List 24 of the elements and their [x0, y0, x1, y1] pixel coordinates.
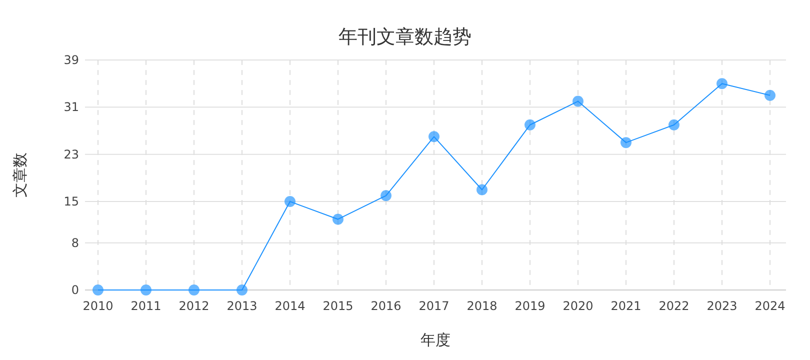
xtick: 2014 — [274, 299, 306, 313]
ytick: 39 — [64, 53, 79, 67]
xtick: 2016 — [370, 299, 402, 313]
xtick: 2024 — [754, 299, 786, 313]
ytick: 0 — [71, 283, 79, 297]
chart-title: 年刊文章数趋势 — [338, 26, 472, 48]
xtick: 2010 — [82, 299, 114, 313]
xtick: 2019 — [514, 299, 546, 313]
x-axis-title: 年度 — [420, 331, 450, 349]
y-axis-title: 文章数 — [11, 152, 29, 198]
xtick: 2013 — [226, 299, 258, 313]
ytick: 31 — [64, 100, 79, 114]
ytick: 8 — [71, 236, 79, 250]
xtick: 2018 — [466, 299, 498, 313]
xtick: 2022 — [658, 299, 690, 313]
xtick: 2017 — [418, 299, 450, 313]
xtick: 2023 — [706, 299, 738, 313]
xtick: 2012 — [178, 299, 210, 313]
xtick: 2020 — [562, 299, 594, 313]
xtick: 2015 — [322, 299, 354, 313]
xtick: 2011 — [130, 299, 162, 313]
ytick: 15 — [64, 194, 79, 209]
xtick: 2021 — [610, 299, 642, 313]
ytick: 23 — [64, 147, 79, 162]
